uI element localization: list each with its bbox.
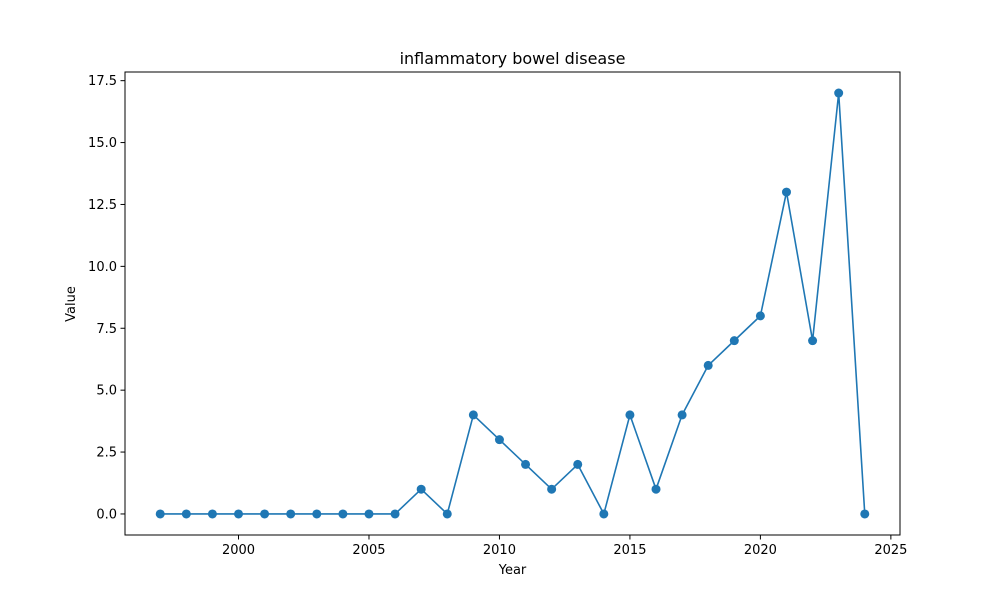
data-point bbox=[625, 410, 635, 420]
data-point bbox=[234, 509, 244, 519]
y-tick-label: 2.5 bbox=[96, 446, 117, 461]
data-point bbox=[573, 459, 583, 469]
x-tick-label: 2025 bbox=[874, 543, 907, 558]
data-point bbox=[312, 509, 322, 519]
plot-area bbox=[155, 88, 870, 519]
data-point bbox=[860, 509, 870, 519]
data-point bbox=[808, 336, 818, 346]
data-point bbox=[468, 410, 478, 420]
data-point bbox=[416, 484, 426, 494]
data-point bbox=[207, 509, 217, 519]
data-point bbox=[651, 484, 661, 494]
data-point bbox=[155, 509, 165, 519]
data-point bbox=[599, 509, 609, 519]
data-point bbox=[521, 459, 531, 469]
data-point bbox=[181, 509, 191, 519]
x-tick-label: 2015 bbox=[613, 543, 646, 558]
data-point bbox=[286, 509, 296, 519]
data-point bbox=[260, 509, 270, 519]
y-tick-label: 12.5 bbox=[88, 198, 117, 213]
x-tick-label: 2005 bbox=[352, 543, 385, 558]
y-axis-title: Value bbox=[64, 286, 79, 322]
data-point bbox=[703, 360, 713, 370]
data-point bbox=[364, 509, 374, 519]
y-tick-label: 7.5 bbox=[96, 322, 117, 337]
data-point bbox=[781, 187, 791, 197]
data-point bbox=[390, 509, 400, 519]
x-axis: 2000 2005 2010 2015 2020 2025 bbox=[222, 535, 907, 558]
data-point bbox=[729, 336, 739, 346]
x-axis-title: Year bbox=[498, 563, 527, 578]
x-tick-label: 2000 bbox=[222, 543, 255, 558]
chart-title: inflammatory bowel disease bbox=[400, 49, 626, 68]
data-point bbox=[338, 509, 348, 519]
data-point bbox=[834, 88, 844, 98]
plot-frame bbox=[124, 71, 901, 536]
data-point bbox=[442, 509, 452, 519]
data-point bbox=[547, 484, 557, 494]
y-tick-label: 15.0 bbox=[88, 136, 117, 151]
y-tick-label: 10.0 bbox=[88, 260, 117, 275]
y-tick-label: 17.5 bbox=[88, 74, 117, 89]
x-tick-label: 2020 bbox=[744, 543, 777, 558]
y-tick-label: 5.0 bbox=[96, 384, 117, 399]
y-axis: 0.0 2.5 5.0 7.5 10.0 12.5 15.0 17.5 bbox=[88, 74, 125, 522]
series-line bbox=[160, 92, 866, 515]
data-point bbox=[494, 435, 504, 445]
data-point bbox=[755, 311, 765, 321]
data-point bbox=[677, 410, 687, 420]
x-tick-label: 2010 bbox=[483, 543, 516, 558]
y-tick-label: 0.0 bbox=[96, 507, 117, 522]
